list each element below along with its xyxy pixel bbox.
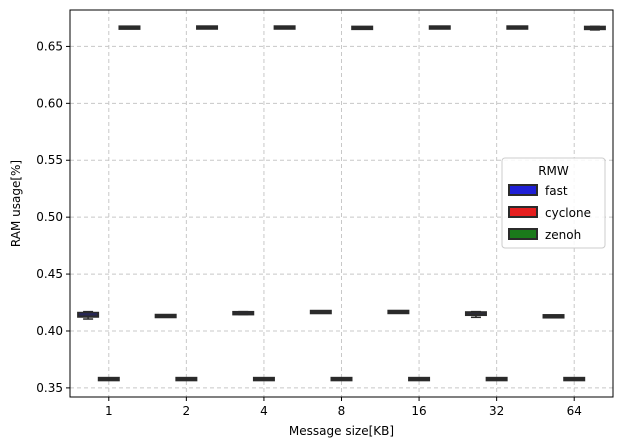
legend-title: RMW [538, 164, 569, 178]
y-tick-label: 0.65 [36, 39, 63, 53]
grid [70, 10, 613, 397]
box-fast-1 [77, 310, 100, 320]
x-tick-label: 4 [260, 404, 268, 418]
y-tick-label: 0.50 [36, 210, 63, 224]
box-plots [77, 25, 606, 382]
box-cyclone-4 [252, 376, 275, 382]
y-tick-label: 0.40 [36, 324, 63, 338]
x-axis-label: Message size[KB] [289, 424, 394, 438]
box-cyclone-2 [175, 376, 198, 382]
x-tick-label: 32 [489, 404, 504, 418]
box-cyclone-32 [485, 376, 508, 382]
box-zenoh-2 [196, 25, 219, 30]
box-cyclone-8 [330, 376, 353, 382]
axis-ticks: 1 2 4 8 16 32 64 0.35 0.40 0.45 0.50 0.55 0.60 0.65 [36, 39, 582, 418]
legend-item-cyclone[interactable]: cyclone [508, 206, 591, 220]
legend[interactable]: RMW fast cyclone zenoh [501, 157, 606, 249]
box-zenoh-32 [506, 25, 529, 30]
box-cyclone-16 [408, 376, 431, 382]
x-tick-label: 8 [338, 404, 346, 418]
x-tick-label: 2 [183, 404, 191, 418]
box-zenoh-4 [273, 25, 296, 30]
box-zenoh-1 [118, 25, 141, 30]
legend-label-zenoh: zenoh [545, 228, 581, 242]
y-tick-label: 0.35 [36, 381, 63, 395]
legend-swatch-fast [508, 184, 538, 196]
box-cyclone-1 [97, 376, 120, 382]
box-fast-2 [154, 313, 177, 319]
box-fast-16 [387, 309, 410, 315]
box-zenoh-8 [351, 25, 374, 31]
box-fast-32 [464, 310, 487, 319]
box-fast-8 [309, 309, 332, 315]
x-tick-label: 64 [567, 404, 582, 418]
box-fast-4 [232, 310, 255, 316]
legend-label-fast: fast [545, 184, 568, 198]
legend-item-zenoh[interactable]: zenoh [508, 228, 581, 242]
legend-item-fast[interactable]: fast [508, 184, 568, 198]
legend-frame [501, 157, 606, 249]
box-zenoh-16 [428, 25, 451, 30]
y-tick-label: 0.55 [36, 153, 63, 167]
x-tick-label: 16 [411, 404, 426, 418]
y-tick-label: 0.60 [36, 96, 63, 110]
y-tick-label: 0.45 [36, 267, 63, 281]
legend-label-cyclone: cyclone [545, 206, 591, 220]
box-zenoh-64 [583, 25, 606, 31]
legend-swatch-zenoh [508, 228, 538, 240]
y-axis-label: RAM usage[%] [9, 160, 23, 247]
legend-swatch-cyclone [508, 206, 538, 218]
box-cyclone-64 [563, 376, 586, 382]
box-fast-64 [542, 314, 565, 319]
x-tick-label: 1 [105, 404, 113, 418]
